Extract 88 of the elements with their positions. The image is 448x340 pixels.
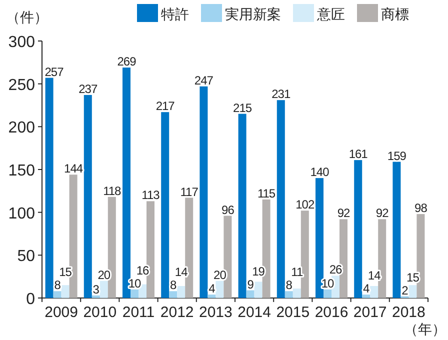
x-tick-label: 2009 bbox=[44, 304, 78, 321]
y-tick-label: 100 bbox=[8, 205, 36, 222]
bar bbox=[216, 280, 224, 298]
x-tick-label: 2016 bbox=[314, 304, 348, 321]
x-tick-label: 2018 bbox=[392, 304, 426, 321]
bar bbox=[92, 295, 100, 298]
実用新案: 4 bbox=[208, 282, 215, 296]
bar bbox=[161, 112, 170, 298]
実用新案: 8 bbox=[54, 278, 60, 292]
x-axis-title: （年） bbox=[404, 321, 446, 337]
x-tick-label: 2011 bbox=[122, 304, 155, 321]
特許: 247 bbox=[194, 73, 213, 88]
特許: 257 bbox=[44, 64, 64, 79]
商標: 118 bbox=[103, 184, 121, 198]
特許: 217 bbox=[156, 99, 174, 114]
意匠: 15 bbox=[406, 270, 419, 284]
商標: 92 bbox=[337, 206, 350, 220]
意匠: 15 bbox=[59, 265, 72, 280]
実用新案: 9 bbox=[247, 277, 254, 292]
bar bbox=[200, 86, 208, 298]
意匠: 20 bbox=[214, 268, 226, 282]
bar bbox=[254, 282, 262, 298]
y-tick-label: 50 bbox=[17, 248, 36, 266]
x-tick-label: 2014 bbox=[238, 304, 271, 321]
bar bbox=[45, 78, 54, 298]
商標: 102 bbox=[296, 198, 314, 212]
bar bbox=[246, 290, 254, 298]
x-tick-label: 2015 bbox=[276, 304, 310, 321]
実用新案: 3 bbox=[92, 282, 99, 296]
bar bbox=[130, 289, 138, 298]
特許: 140 bbox=[310, 165, 329, 180]
bar bbox=[169, 291, 178, 298]
bar bbox=[292, 288, 301, 298]
bar bbox=[208, 294, 216, 298]
商標: 98 bbox=[414, 201, 427, 216]
特許: 231 bbox=[272, 87, 290, 102]
意匠: 26 bbox=[329, 262, 342, 277]
商標: 144 bbox=[64, 162, 83, 176]
bar bbox=[316, 178, 324, 298]
意匠: 20 bbox=[98, 268, 110, 282]
商標: 92 bbox=[376, 206, 388, 220]
bar bbox=[408, 285, 417, 298]
y-axis-title: （件） bbox=[6, 9, 48, 25]
bar bbox=[84, 94, 92, 298]
legend-label: 特許 bbox=[161, 6, 189, 22]
商標: 117 bbox=[180, 184, 198, 199]
特許: 237 bbox=[78, 82, 98, 96]
意匠: 14 bbox=[368, 268, 380, 283]
bar bbox=[362, 294, 370, 298]
特許: 159 bbox=[387, 148, 406, 163]
bar bbox=[392, 162, 401, 298]
実用新案: 4 bbox=[363, 282, 370, 296]
商標: 96 bbox=[222, 202, 234, 217]
bar bbox=[238, 114, 246, 298]
bar bbox=[177, 286, 186, 298]
legend-label: 意匠 bbox=[316, 6, 345, 22]
y-tick-label: 150 bbox=[8, 162, 36, 180]
商標: 113 bbox=[142, 188, 160, 202]
特許: 215 bbox=[233, 100, 252, 115]
意匠: 19 bbox=[252, 264, 264, 278]
y-tick-label: 0 bbox=[26, 291, 36, 308]
bar bbox=[276, 100, 285, 298]
legend-label: 実用新案 bbox=[225, 6, 281, 22]
実用新案: 8 bbox=[170, 278, 176, 292]
bar bbox=[122, 68, 130, 298]
y-tick-label: 300 bbox=[8, 34, 36, 51]
bar bbox=[354, 160, 362, 298]
意匠: 11 bbox=[291, 265, 303, 280]
特許: 269 bbox=[117, 54, 136, 69]
y-tick-label: 250 bbox=[8, 76, 36, 94]
bar bbox=[284, 291, 293, 298]
bar bbox=[53, 291, 62, 298]
特許: 161 bbox=[348, 147, 368, 162]
意匠: 14 bbox=[174, 265, 188, 280]
y-tick-label: 200 bbox=[8, 120, 36, 137]
bar bbox=[100, 280, 108, 298]
x-tick-label: 2010 bbox=[83, 304, 117, 321]
実用新案: 8 bbox=[286, 278, 292, 292]
意匠: 16 bbox=[136, 263, 149, 278]
x-tick-label: 2013 bbox=[199, 304, 232, 321]
実用新案: 2 bbox=[402, 283, 408, 298]
bar bbox=[324, 289, 332, 298]
legend-label: 商標 bbox=[381, 6, 409, 22]
x-tick-label: 2012 bbox=[160, 304, 194, 321]
x-tick-label: 2017 bbox=[353, 304, 387, 321]
bar bbox=[61, 285, 70, 298]
bar bbox=[370, 286, 378, 298]
商標: 115 bbox=[257, 186, 276, 200]
